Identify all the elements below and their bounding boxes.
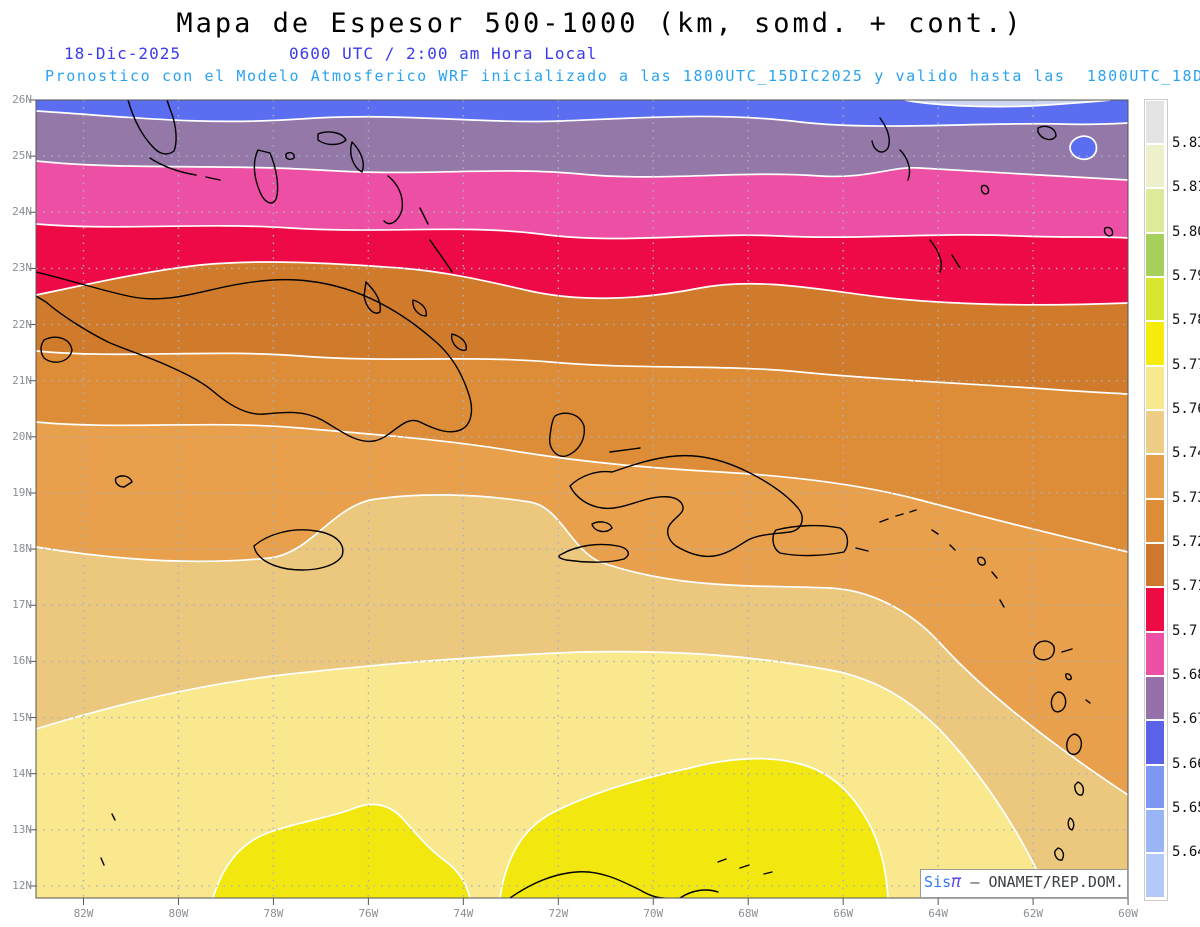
lon-label: 62W bbox=[1023, 907, 1044, 920]
lon-label: 68W bbox=[738, 907, 759, 920]
brand-sis: Sis bbox=[924, 873, 952, 891]
colorbar-level-label: 5.819 bbox=[1172, 179, 1200, 196]
coast-bahamas-ne bbox=[871, 117, 1114, 273]
coast-cuba bbox=[36, 271, 473, 443]
colorbar-segment bbox=[1145, 232, 1165, 277]
coast-gonave bbox=[591, 521, 613, 533]
band-blue bbox=[36, 100, 1128, 127]
lat-label: 20N bbox=[12, 429, 32, 443]
colorbar-level-label: 5.795 bbox=[1172, 267, 1200, 284]
lat-label: 23N bbox=[12, 261, 32, 275]
lat-label: 24N bbox=[12, 205, 32, 219]
colorbar-segment bbox=[1145, 764, 1165, 810]
lat-label: 14N bbox=[12, 766, 32, 780]
colorbar-level-label: 5.748 bbox=[1172, 445, 1200, 462]
lat-label: 18N bbox=[12, 542, 32, 556]
colorbar-segment bbox=[1145, 454, 1165, 499]
colorbar-level-label: 5.64 bbox=[1172, 844, 1200, 861]
lon-label: 76W bbox=[358, 907, 379, 920]
page-title: Mapa de Espesor 500-1000 (km, somd. + co… bbox=[176, 8, 1024, 39]
coast-puerto-rico bbox=[772, 524, 869, 557]
lon-label: 64W bbox=[928, 907, 949, 920]
colorbar-level-label: 5.676 bbox=[1172, 711, 1200, 728]
lat-label: 19N bbox=[12, 485, 32, 499]
colorbar-level-label: 5.724 bbox=[1172, 534, 1200, 550]
lon-label: 60W bbox=[1118, 907, 1138, 920]
coast-lesser-antilles bbox=[879, 509, 1091, 898]
colorbar-level-label: 5.831 bbox=[1172, 134, 1200, 151]
lon-label: 82W bbox=[73, 907, 94, 920]
lat-label: 16N bbox=[12, 654, 32, 668]
colorbar-level-label: 5.712 bbox=[1172, 578, 1200, 595]
colorbar-segment bbox=[1145, 188, 1165, 233]
colorbar-segment bbox=[1145, 321, 1165, 366]
contour-lines bbox=[36, 100, 1128, 898]
colorbar-level-label: 5.652 bbox=[1172, 800, 1200, 817]
brand-pi-icon: π bbox=[951, 872, 962, 892]
colorbar-segment bbox=[1145, 853, 1165, 898]
colorbar-level-label: 5.772 bbox=[1172, 356, 1200, 373]
colorbar-segment bbox=[1145, 809, 1165, 854]
colorbar-level-label: 5.7 bbox=[1172, 622, 1198, 639]
lat-label: 26N bbox=[12, 93, 32, 106]
colorbar-segment bbox=[1145, 543, 1165, 588]
lat-label: 17N bbox=[12, 598, 32, 612]
colorbar-segment bbox=[1145, 720, 1165, 765]
axis-ticks bbox=[29, 99, 1129, 905]
coast-san-andres bbox=[100, 813, 116, 866]
colorbar-segment bbox=[1145, 143, 1165, 189]
lon-label: 74W bbox=[453, 907, 474, 920]
lon-label: 78W bbox=[263, 907, 284, 920]
map-frame bbox=[35, 99, 1129, 899]
colorbar-level-label: 5.807 bbox=[1172, 223, 1200, 240]
colorbar-level-label: 5.664 bbox=[1172, 755, 1200, 772]
colorbar-level-label: 5.76 bbox=[1172, 400, 1200, 417]
coast-tortuga bbox=[609, 447, 641, 453]
brand-org: – ONAMET/REP.DOM. bbox=[961, 873, 1124, 891]
coast-hispaniola bbox=[569, 454, 803, 558]
colorbar-segment bbox=[1145, 99, 1165, 144]
valid-date: 18-Dic-2025 bbox=[64, 44, 181, 63]
watermark-badge: Sisπ – ONAMET/REP.DOM. bbox=[920, 869, 1128, 898]
valid-time: 0600 UTC / 2:00 am Hora Local bbox=[289, 44, 598, 63]
coastlines bbox=[36, 100, 1128, 898]
colorbar-segment bbox=[1145, 409, 1165, 455]
colorbar-segment bbox=[1145, 676, 1165, 721]
coast-cayman bbox=[114, 475, 133, 488]
graticule bbox=[36, 100, 1128, 898]
lon-label: 70W bbox=[643, 907, 664, 920]
blue-pocket bbox=[1070, 136, 1097, 160]
lon-label: 72W bbox=[548, 907, 569, 920]
lat-label: 12N bbox=[12, 878, 32, 892]
coast-isla-juventud bbox=[40, 336, 73, 363]
lon-label: 66W bbox=[833, 907, 854, 920]
colorbar-segment bbox=[1145, 498, 1165, 543]
lat-label: 22N bbox=[12, 317, 32, 331]
coast-bahamas bbox=[253, 131, 585, 457]
lat-label: 25N bbox=[12, 149, 32, 163]
lon-label: 80W bbox=[168, 907, 189, 920]
lat-label: 13N bbox=[12, 822, 32, 836]
colorbar-segment bbox=[1145, 276, 1165, 322]
coast-tiburon bbox=[558, 543, 629, 563]
band-yellow-central bbox=[500, 758, 888, 898]
colorbar-level-label: 5.736 bbox=[1172, 489, 1200, 506]
colorbar-level-label: 5.688 bbox=[1172, 667, 1200, 684]
colorbar-segment bbox=[1145, 631, 1165, 677]
colorbar-segment bbox=[1145, 587, 1165, 632]
coast-abc-islands bbox=[717, 858, 773, 875]
coast-jamaica bbox=[253, 529, 344, 571]
colorbar-segment bbox=[1145, 365, 1165, 410]
lat-label: 15N bbox=[12, 710, 32, 724]
colorbar-level-label: 5.783 bbox=[1172, 312, 1200, 329]
model-init-caption: Pronostico con el Modelo Atmosferico WRF… bbox=[45, 67, 1200, 85]
lat-label: 21N bbox=[12, 373, 32, 387]
band-yellow-west bbox=[213, 804, 470, 898]
coast-florida bbox=[127, 100, 177, 155]
coast-florida-keys bbox=[149, 157, 221, 181]
